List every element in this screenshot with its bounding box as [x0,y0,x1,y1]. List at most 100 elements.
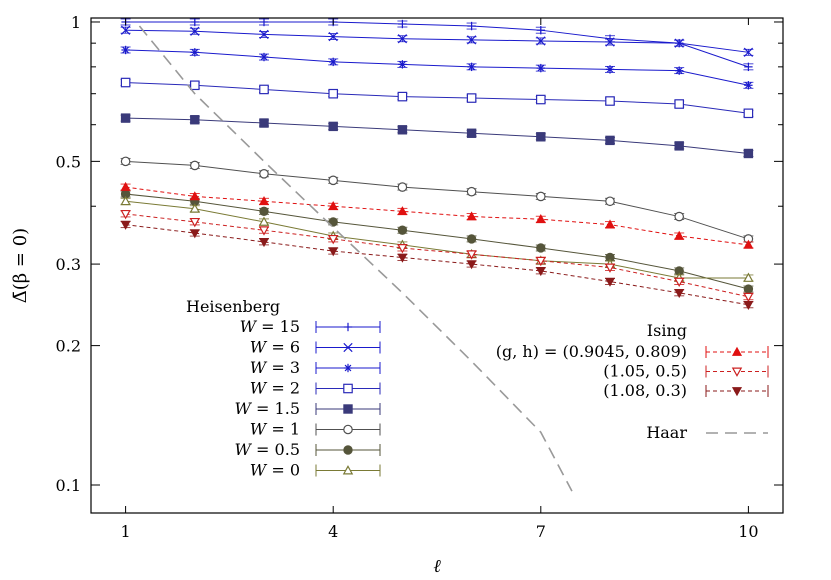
series-w-2 [120,77,754,119]
data-point [744,62,753,72]
series-line [125,213,749,298]
data-point [674,141,684,151]
data-point [397,253,408,263]
series-line [125,224,749,306]
data-point [466,35,477,45]
data-point [397,244,408,254]
legend-label: W = 2 [250,379,300,398]
data-point [674,38,684,48]
data-point [466,234,477,244]
series-line [125,82,749,114]
data-point [604,263,616,273]
data-point [605,196,615,207]
data-point [120,181,131,191]
legend-entry-w-2: W = 2 [250,379,381,398]
series-line [125,29,749,53]
legend-label: W = 0 [250,461,300,480]
data-point [189,217,201,228]
data-point [397,125,408,135]
x-tick-label: 7 [536,522,546,541]
legend-entry-w-6: W = 6 [250,338,381,357]
legend-label: (1.05, 0.5) [603,362,687,381]
legend-label: (1.08, 0.3) [603,381,687,400]
data-point [259,206,269,217]
data-point [328,121,338,132]
y-tick-label: 0.2 [56,337,81,356]
legend-label: W = 6 [250,338,300,357]
series-line [138,25,573,492]
data-point [258,216,270,226]
data-point [259,118,269,128]
plot-frame [90,17,784,514]
data-point [120,113,131,123]
x-tick-label: 1 [121,522,131,541]
data-point [535,94,546,105]
data-point [398,60,407,69]
series-w-0-5 [120,189,754,294]
data-point [605,37,615,47]
data-point [259,52,269,62]
data-point [258,226,270,236]
data-point [397,182,408,192]
data-point [743,239,754,249]
data-point [605,135,615,146]
data-point [120,220,131,230]
data-point [258,196,270,206]
data-point [397,225,408,235]
series-w-6 [120,25,754,57]
data-point [328,247,339,257]
series-w-15 [120,17,754,72]
y-tick-label: 0.3 [56,255,81,274]
x-axis-label: ℓ [433,556,441,577]
data-point [329,57,338,67]
data-point [189,203,201,213]
legend-entry-g-h-0-9045-0-809: (g, h) = (0.9045, 0.809) [496,342,769,361]
data-point [328,31,338,42]
data-point [397,34,408,44]
series-w-1 [120,156,754,244]
data-point [343,383,353,394]
data-point [605,96,615,106]
data-point [536,243,546,253]
data-point [190,48,199,57]
legend-entry-1-08-0-3: (1.08, 0.3) [603,381,769,400]
series-g-h-0-9045-0-809 [120,181,754,249]
plot-area [120,17,754,492]
data-point [466,93,477,103]
legend-entry-w-15: W = 15 [240,317,381,336]
data-point [466,186,477,197]
data-point [398,19,407,29]
legend-entry-w-1-5: W = 1.5 [235,399,381,418]
data-point [674,288,685,299]
legend-entry-haar: Haar [646,423,768,442]
data-point [743,300,754,311]
data-point [605,65,615,74]
series-line [125,200,749,279]
data-point [190,17,199,27]
data-point [535,267,546,277]
data-point [121,45,130,55]
legend-label: W = 0.5 [235,440,300,459]
data-point [731,346,743,356]
data-point [120,195,131,206]
data-point [604,277,616,287]
series-w-1-5 [120,113,754,159]
data-point [259,17,269,27]
legend-label: W = 3 [250,358,300,377]
data-point [189,191,200,201]
x-tick-label: 10 [738,522,758,541]
data-point [343,404,353,414]
legend-entry-w-0: W = 0 [250,461,381,480]
data-point [536,132,546,142]
data-point [397,91,408,102]
y-tick-label: 1 [71,13,81,32]
data-point [466,260,477,270]
x-tick-label: 4 [328,522,338,541]
series-line [125,49,749,86]
legend-label: W = 15 [240,317,300,336]
y-axis-label: Δ̄(β = 0) [10,228,31,303]
legend-title-ising: Ising [647,321,687,340]
series-line [125,193,749,290]
